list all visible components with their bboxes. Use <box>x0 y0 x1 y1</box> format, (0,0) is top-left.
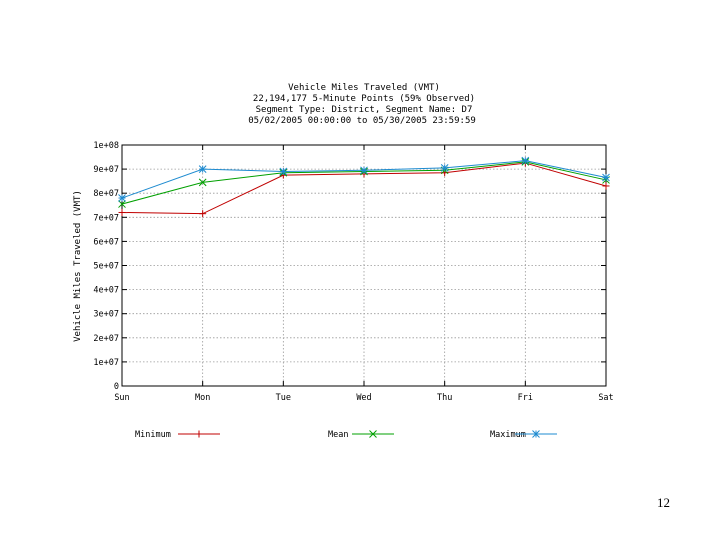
y-tick-label: 1e+08 <box>93 141 119 151</box>
y-tick-label: 8e+07 <box>93 189 119 199</box>
marker-stroke <box>360 166 368 175</box>
y-tick-label: 5e+07 <box>93 262 119 272</box>
marker-stroke <box>521 156 530 165</box>
data-point-minimum <box>199 210 207 218</box>
data-point-mean <box>118 200 126 208</box>
data-point-minimum <box>118 208 126 216</box>
data-point-mean <box>198 178 207 187</box>
y-tick-label: 1e+07 <box>93 358 119 368</box>
x-tick-label: Thu <box>437 393 452 403</box>
legend-swatch-minimum <box>178 430 220 438</box>
y-tick-label: 2e+07 <box>93 334 119 344</box>
y-tick-label: 3e+07 <box>93 310 119 320</box>
legend-swatch-mean <box>352 430 394 438</box>
marker-stroke <box>602 173 610 182</box>
legend: Minimum Mean Maximum <box>135 430 557 440</box>
x-tick-label: Fri <box>518 393 533 403</box>
data-point-maximum <box>521 156 530 165</box>
data-point-minimum <box>602 182 610 190</box>
x-tick-label: Wed <box>356 393 371 403</box>
y-tick-label: 9e+07 <box>93 165 119 175</box>
y-tick-label: 6e+07 <box>93 237 119 247</box>
marker-stroke <box>440 164 449 172</box>
legend-marker-mean <box>369 430 377 438</box>
marker-stroke <box>118 194 126 202</box>
x-tick-label: Mon <box>195 393 210 403</box>
x-tick-label: Tue <box>276 393 291 403</box>
x-tick-label: Sat <box>598 393 613 403</box>
legend-marker-maximum <box>532 430 540 438</box>
data-point-maximum <box>602 173 610 182</box>
legend-label-mean: Mean <box>328 430 348 440</box>
chart-title-line-2: 22,194,177 5-Minute Points (59% Observed… <box>253 94 475 104</box>
x-tick-label: Sun <box>114 393 129 403</box>
marker-stroke <box>279 167 288 176</box>
data-point-maximum <box>440 164 449 172</box>
data-point-maximum <box>279 167 288 176</box>
chart-title-line-3: Segment Type: District, Segment Name: D7 <box>256 105 473 115</box>
y-tick-group: 0 1e+07 2e+07 3e+07 4e+07 5e+07 6e+07 7e+07 8e+0… <box>93 141 606 392</box>
page-number: 12 <box>657 495 670 510</box>
marker-stroke <box>198 165 207 173</box>
chart-title-line-1: Vehicle Miles Traveled (VMT) <box>288 83 440 93</box>
data-point-maximum <box>360 166 368 175</box>
y-tick-label: 0 <box>114 382 119 392</box>
data-point-maximum <box>118 194 126 202</box>
legend-label-minimum: Minimum <box>135 430 171 440</box>
legend-label-maximum: Maximum <box>490 430 526 440</box>
marker-stroke <box>118 200 126 208</box>
series-layer <box>118 156 610 218</box>
marker-stroke <box>369 430 377 438</box>
y-tick-label: 4e+07 <box>93 286 119 296</box>
data-point-maximum <box>198 165 207 173</box>
legend-swatch-maximum <box>515 430 557 438</box>
x-tick-group: Sun Mon Tue Wed Thu Fri Sat <box>114 145 614 403</box>
y-axis-label: Vehicle Miles Traveled (VMT) <box>73 190 83 342</box>
grid <box>122 145 606 386</box>
marker-stroke <box>532 430 540 438</box>
marker-stroke <box>198 178 207 187</box>
y-tick-label: 7e+07 <box>93 213 119 223</box>
legend-marker-minimum <box>195 430 203 438</box>
chart-title-line-4: 05/02/2005 00:00:00 to 05/30/2005 23:59:… <box>248 116 476 126</box>
plot-frame <box>121 144 607 387</box>
